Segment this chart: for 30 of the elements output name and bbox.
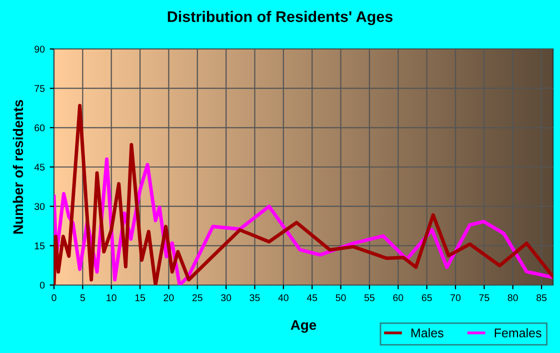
x-tick-label: 55 [364, 294, 374, 302]
x-tick-label: 25 [192, 294, 202, 302]
x-tick-label: 10 [106, 294, 116, 302]
legend-label: Females [494, 328, 542, 338]
x-tick-label: 40 [278, 294, 288, 302]
x-tick-label: 85 [536, 294, 547, 302]
y-tick-label: 30 [34, 203, 45, 210]
x-tick-label: 30 [221, 294, 232, 302]
y-tick-label: 60 [34, 124, 45, 132]
y-tick-label: 45 [34, 164, 45, 171]
x-tick-label: 0 [52, 294, 56, 302]
x-tick-label: 70 [450, 294, 461, 302]
x-tick-label: 20 [164, 294, 174, 302]
x-tick-label: 60 [393, 294, 404, 302]
x-axis-title: Age [290, 320, 316, 333]
x-tick-label: 45 [306, 294, 318, 302]
y-tick-label: 0 [40, 282, 45, 289]
x-tick-label: 35 [250, 294, 260, 302]
x-tick-label: 75 [479, 294, 490, 302]
x-tick-label: 5 [80, 294, 85, 302]
x-tick-label: 50 [336, 294, 346, 302]
y-tick-label: 15 [34, 242, 45, 250]
y-tick-label: 90 [34, 46, 45, 53]
x-tick-label: 80 [508, 294, 518, 302]
y-axis-title: Number of residents [12, 100, 24, 234]
y-tick-label: 75 [34, 85, 45, 92]
chart-title: Distribution of Residents' Ages [168, 10, 393, 26]
x-tick-label: 65 [422, 294, 432, 302]
legend-label: Males [412, 328, 444, 338]
x-tick-label: 15 [135, 294, 146, 302]
